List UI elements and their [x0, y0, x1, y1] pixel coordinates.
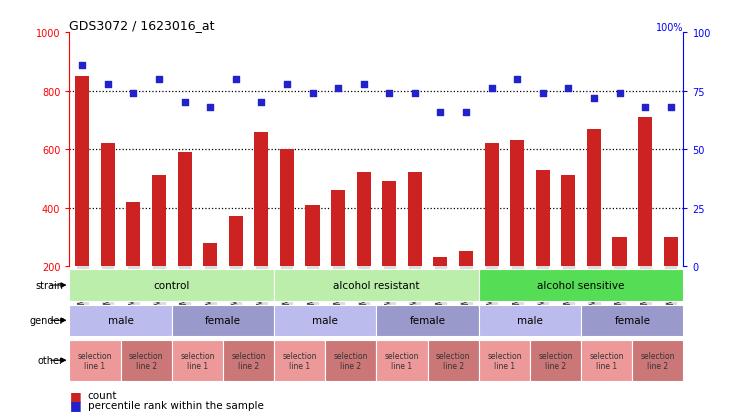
Point: [357, 81, 369, 88]
Text: female: female: [409, 316, 446, 325]
Bar: [632, 340, 683, 381]
Point: [281, 81, 292, 88]
Bar: [638, 118, 652, 266]
Bar: [479, 305, 581, 336]
Bar: [69, 269, 274, 301]
Text: ■: ■: [69, 398, 81, 411]
Point: [178, 100, 190, 106]
Point: [127, 90, 139, 97]
Bar: [274, 340, 325, 381]
Text: strain: strain: [36, 280, 64, 290]
Text: male: male: [107, 316, 134, 325]
Text: 100%: 100%: [656, 23, 683, 33]
Bar: [121, 340, 172, 381]
Point: [307, 90, 319, 97]
Bar: [536, 170, 550, 266]
Point: [102, 81, 114, 88]
Bar: [479, 340, 530, 381]
Point: [204, 104, 216, 111]
Bar: [203, 243, 217, 266]
Bar: [254, 132, 268, 266]
Bar: [485, 144, 499, 266]
Bar: [530, 340, 581, 381]
Text: selection
line 2: selection line 2: [333, 351, 368, 370]
Bar: [223, 340, 274, 381]
Point: [154, 76, 165, 83]
Text: ■: ■: [69, 389, 81, 402]
Point: [77, 62, 88, 69]
Text: female: female: [614, 316, 651, 325]
Text: selection
line 1: selection line 1: [589, 351, 624, 370]
Point: [383, 90, 395, 97]
Bar: [408, 173, 422, 266]
Text: female: female: [205, 316, 241, 325]
Bar: [428, 340, 479, 381]
Bar: [69, 305, 172, 336]
Point: [256, 100, 268, 106]
Bar: [172, 305, 274, 336]
Point: [461, 109, 472, 116]
Bar: [459, 252, 473, 266]
Bar: [382, 182, 396, 266]
Bar: [126, 202, 140, 266]
Bar: [75, 77, 89, 266]
Bar: [433, 258, 447, 266]
Bar: [561, 176, 575, 266]
Bar: [69, 340, 121, 381]
Bar: [357, 173, 371, 266]
Text: selection
line 1: selection line 1: [385, 351, 420, 370]
Bar: [479, 269, 683, 301]
Bar: [306, 205, 319, 266]
Bar: [325, 340, 376, 381]
Point: [434, 109, 446, 116]
Text: selection
line 2: selection line 2: [129, 351, 164, 370]
Text: selection
line 2: selection line 2: [640, 351, 675, 370]
Bar: [172, 340, 223, 381]
Bar: [581, 340, 632, 381]
Text: selection
line 2: selection line 2: [231, 351, 266, 370]
Point: [537, 90, 548, 97]
Text: percentile rank within the sample: percentile rank within the sample: [88, 400, 264, 410]
Bar: [101, 144, 115, 266]
Text: alcohol sensitive: alcohol sensitive: [537, 280, 625, 290]
Bar: [331, 190, 345, 266]
Text: male: male: [312, 316, 338, 325]
Point: [485, 86, 497, 93]
Bar: [229, 217, 243, 266]
Point: [511, 76, 523, 83]
Bar: [664, 237, 678, 266]
Text: selection
line 2: selection line 2: [538, 351, 573, 370]
Text: male: male: [517, 316, 543, 325]
Text: selection
line 1: selection line 1: [282, 351, 317, 370]
Text: other: other: [37, 355, 64, 366]
Text: selection
line 1: selection line 1: [77, 351, 113, 370]
Bar: [376, 340, 428, 381]
Bar: [274, 305, 376, 336]
Text: gender: gender: [29, 316, 64, 325]
Bar: [581, 305, 683, 336]
Text: count: count: [88, 390, 117, 400]
Bar: [587, 129, 601, 266]
Bar: [613, 237, 626, 266]
Text: selection
line 1: selection line 1: [180, 351, 215, 370]
Point: [230, 76, 241, 83]
Bar: [280, 150, 294, 266]
Bar: [152, 176, 166, 266]
Point: [409, 90, 421, 97]
Text: control: control: [154, 280, 190, 290]
Text: selection
line 1: selection line 1: [487, 351, 522, 370]
Text: GDS3072 / 1623016_at: GDS3072 / 1623016_at: [69, 19, 215, 32]
Point: [332, 86, 344, 93]
Bar: [274, 269, 479, 301]
Point: [639, 104, 651, 111]
Point: [563, 86, 575, 93]
Bar: [178, 153, 192, 266]
Point: [614, 90, 626, 97]
Point: [664, 104, 676, 111]
Text: alcohol resistant: alcohol resistant: [333, 280, 420, 290]
Bar: [510, 141, 524, 266]
Point: [588, 95, 599, 102]
Text: selection
line 2: selection line 2: [436, 351, 471, 370]
Bar: [376, 305, 479, 336]
